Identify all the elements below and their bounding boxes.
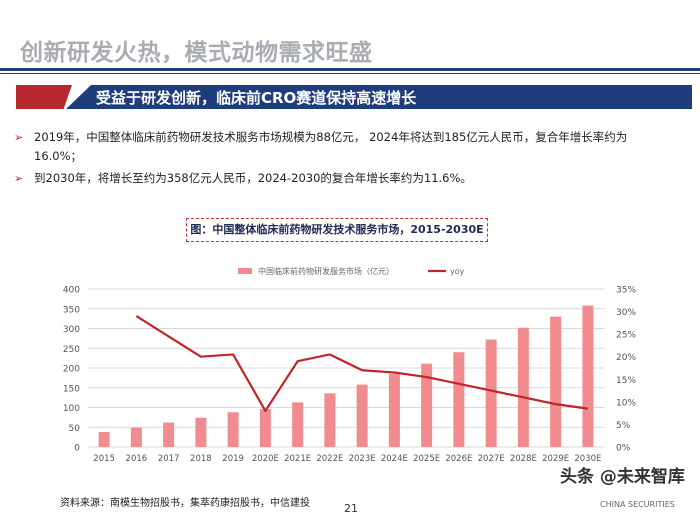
left-axis-tick-label: 150 [63, 384, 80, 394]
left-axis-tick-label: 300 [63, 325, 80, 335]
bar [324, 393, 336, 447]
x-axis-tick-label: 2024E [381, 454, 408, 464]
bullet-2-text: 到2030年，将增长至约为358亿元人民币，2024-2030的复合年增长率约为… [34, 171, 472, 185]
x-axis-tick-label: 2019 [222, 454, 244, 464]
chart-axes: 0 50 100 150 200 250 300 350 400 0% 5% 10% 15% 20% 25%… [63, 286, 637, 465]
source-note: 资料来源：南模生物招股书，集萃药康招股书，中信建投 [60, 498, 310, 509]
bar [163, 422, 175, 447]
bullet-1: ➢ 2019年，中国整体临床前药物研发技术服务市场规模为88亿元， 2024年将… [14, 128, 674, 166]
banner-bar [66, 85, 692, 109]
right-axis-tick-label: 5% [616, 421, 631, 431]
x-axis-tick-label: 2015 [93, 454, 115, 464]
x-axis-tick-label: 2021E [284, 454, 311, 464]
bullet-1-text: 2019年，中国整体临床前药物研发技术服务市场规模为88亿元， 2024年将达到… [34, 130, 628, 163]
x-axis-tick-label: 2020E [252, 454, 279, 464]
chart-bars [98, 305, 594, 447]
legend-bar-swatch [238, 268, 252, 274]
left-axis-tick-label: 50 [69, 424, 81, 434]
x-axis-tick-label: 2023E [349, 454, 376, 464]
arrow-bullet-icon: ➢ [14, 172, 24, 185]
banner-text: 受益于研发创新，临床前CRO赛道保持高速增长 [96, 89, 417, 107]
bar [388, 373, 400, 447]
title-rule-thin [0, 73, 700, 74]
arrow-bullet-icon: ➢ [14, 131, 24, 144]
x-axis-tick-label: 2029E [542, 454, 569, 464]
bar [550, 316, 562, 447]
bar [195, 417, 207, 447]
bar [130, 427, 142, 447]
right-axis-tick-label: 25% [616, 331, 636, 341]
bar [259, 409, 271, 447]
left-axis-tick-label: 350 [63, 305, 80, 315]
bar [292, 402, 304, 447]
x-axis-tick-label: 2025E [413, 454, 440, 464]
left-axis-tick-label: 0 [74, 444, 80, 454]
right-axis-tick-label: 20% [616, 353, 636, 363]
chart-yoy-line [135, 315, 589, 412]
legend-line-label: yoy [450, 267, 465, 276]
chart-caption: 图：中国整体临床前药物研发技术服务市场，2015-2030E [186, 218, 488, 242]
x-axis-tick-label: 2027E [478, 454, 505, 464]
right-axis-tick-label: 10% [616, 398, 636, 408]
x-axis-tick-label: 2017 [158, 454, 180, 464]
section-banner: 受益于研发创新，临床前CRO赛道保持高速增长 [16, 85, 692, 109]
watermark-text: 头条 @未来智库 [560, 467, 685, 487]
right-axis-tick-label: 15% [616, 376, 636, 386]
watermark-sub: CHINA SECURITIES [600, 500, 675, 509]
bar [98, 431, 110, 447]
bar [356, 384, 368, 447]
banner-accent [16, 85, 72, 109]
x-axis-tick-label: 2030E [574, 454, 601, 464]
bullet-2: ➢ 到2030年，将增长至约为358亿元人民币，2024-2030的复合年增长率… [14, 169, 674, 188]
bar [227, 412, 239, 447]
right-axis-tick-label: 0% [616, 444, 631, 454]
x-axis-tick-label: 2022E [316, 454, 343, 464]
x-axis-tick-label: 2016 [126, 454, 148, 464]
bar [485, 339, 497, 447]
left-axis-tick-label: 400 [63, 286, 80, 296]
page-number: 21 [344, 502, 358, 515]
left-axis-tick-label: 100 [63, 404, 80, 414]
left-axis-tick-label: 250 [63, 345, 80, 355]
right-axis-tick-label: 30% [616, 308, 636, 318]
bar [421, 363, 433, 447]
bar [517, 327, 529, 447]
slide-title: 创新研发火热，模式动物需求旺盛 [20, 40, 373, 66]
x-axis-tick-label: 2018 [190, 454, 212, 464]
bar [453, 352, 465, 447]
x-axis-tick-label: 2028E [510, 454, 537, 464]
right-axis-tick-label: 35% [616, 286, 636, 296]
bar [582, 305, 594, 447]
legend-bar-label: 中国临床前药物研发服务市场（亿元） [258, 266, 394, 276]
chart-legend: 中国临床前药物研发服务市场（亿元） yoy [238, 266, 465, 276]
left-axis-tick-label: 200 [63, 365, 80, 375]
x-axis-tick-label: 2026E [445, 454, 472, 464]
title-rule [0, 68, 700, 71]
